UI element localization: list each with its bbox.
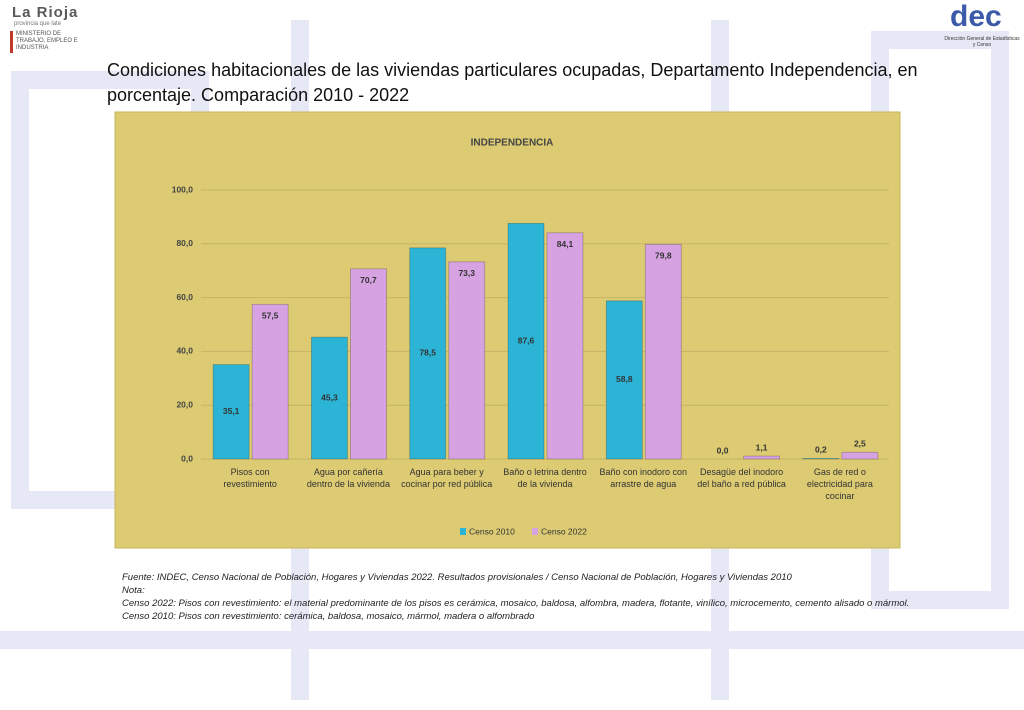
x-tick-label: Gas de red o electricidad para cocinar: [806, 467, 873, 501]
bar: [841, 451, 879, 460]
ministry: MINISTERIO DE TRABAJO, EMPLEO E INDUSTRI…: [16, 31, 78, 51]
bar: [743, 455, 780, 460]
chart-area: [114, 111, 901, 549]
value-label: 70,7: [360, 275, 377, 285]
bar: [546, 232, 584, 460]
value-label: 78,5: [419, 348, 436, 358]
y-tick-label: 100,0: [172, 184, 194, 194]
value-label: 73,3: [458, 268, 475, 278]
bar: [311, 336, 348, 460]
legend-swatch: [532, 528, 538, 535]
note: Nota:: [122, 585, 145, 596]
value-label: 58,8: [616, 374, 633, 384]
y-tick-label: 0,0: [181, 453, 193, 463]
bar: [448, 261, 486, 460]
dec-logo: dec: [950, 0, 1002, 33]
value-label: 84,1: [557, 239, 574, 249]
value-label: 87,6: [518, 335, 535, 345]
bar: [251, 303, 289, 460]
y-tick-label: 20,0: [176, 399, 193, 409]
bar: [409, 247, 447, 460]
x-tick-label: Pisos con revestimiento: [223, 467, 277, 489]
y-tick-label: 40,0: [176, 346, 193, 356]
legend-swatch: [460, 528, 466, 535]
tagline: provincia que late: [14, 21, 62, 27]
x-tick-label: Desagüe del inodoro del baño a red públi…: [697, 467, 786, 489]
value-label: 79,8: [655, 251, 672, 261]
value-label: 57,5: [262, 311, 279, 321]
brand: La Rioja: [12, 4, 79, 21]
bar: [605, 300, 643, 460]
slide-title: Condiciones habitacionales de las vivien…: [107, 60, 918, 105]
x-tick-label: Baño con inodoro con arrastre de agua: [599, 467, 688, 489]
legend-label: Censo 2022: [541, 526, 587, 536]
value-label: 0,0: [717, 445, 729, 455]
value-label: 45,3: [321, 392, 338, 402]
red-bar: [10, 31, 13, 53]
value-label: 35,1: [223, 406, 240, 416]
bar: [802, 458, 840, 460]
x-tick-label: Baño o letrina dentro de la vivienda: [503, 467, 587, 489]
value-label: 1,1: [756, 442, 768, 452]
dec-name: Dirección General de Estadísticas y Cens…: [944, 36, 1020, 48]
y-tick-label: 80,0: [176, 238, 193, 248]
bar: [507, 222, 545, 460]
chart-title: INDEPENDENCIA: [471, 138, 554, 149]
bar: [350, 268, 387, 460]
bar: [212, 364, 250, 460]
note: Fuente: INDEC, Censo Nacional de Poblaci…: [122, 572, 792, 583]
note: Censo 2022: Pisos con revestimiento: el …: [122, 598, 910, 609]
x-tick-label: Agua para beber y cocinar por red públic…: [401, 467, 493, 489]
value-label: 0,2: [815, 445, 827, 455]
note: Censo 2010: Pisos con revestimiento: cer…: [122, 611, 535, 622]
y-tick-label: 60,0: [176, 292, 193, 302]
bar: [644, 243, 682, 460]
value-label: 2,5: [854, 439, 866, 449]
x-tick-label: Agua por cañería dentro de la vivienda: [306, 467, 390, 489]
legend-label: Censo 2010: [469, 526, 515, 536]
